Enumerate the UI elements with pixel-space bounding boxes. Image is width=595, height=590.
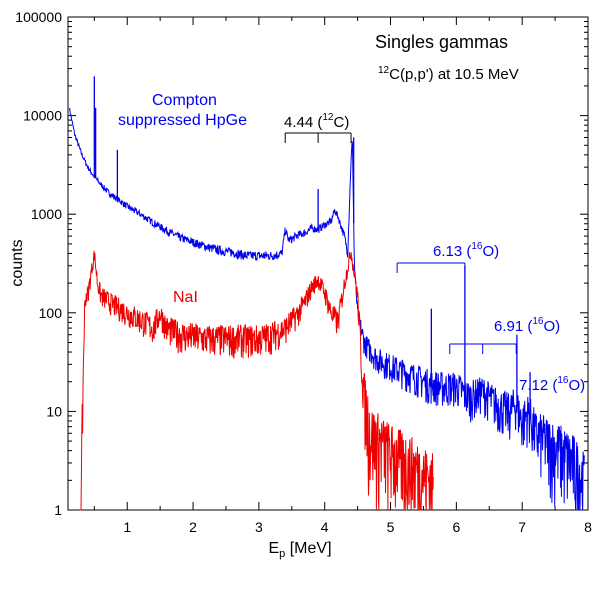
y-axis-title: counts (9, 239, 26, 286)
x-tick-label: 6 (452, 519, 460, 535)
x-tick-label: 1 (123, 519, 131, 535)
x-tick-label: 2 (189, 519, 197, 535)
y-tick-label: 100 (39, 305, 63, 321)
y-tick-label: 1 (54, 502, 62, 518)
hpge-label-line1: Compton (152, 92, 217, 109)
x-tick-label: 3 (255, 519, 263, 535)
y-tick-label: 1000 (31, 206, 62, 222)
x-tick-label: 4 (321, 519, 329, 535)
chart-title: Singles gammas (375, 32, 508, 52)
x-tick-labels: 1 2 3 4 5 6 7 8 (123, 519, 592, 535)
x-tick-label: 5 (387, 519, 395, 535)
annotation-6-91: 6.91 (16O) (494, 316, 560, 335)
annotation-7-12: 7.12 (16O) (519, 375, 585, 394)
series-layer (68, 76, 585, 511)
y-tick-label: 10 (46, 403, 62, 419)
x-tick-label: 8 (584, 519, 592, 535)
x-axis-title: Ep [MeV] (268, 540, 331, 560)
hpge-label-line2: suppressed HpGe (118, 112, 247, 129)
y-tick-label: 10000 (23, 108, 62, 124)
nai-series-line (79, 250, 434, 511)
y-tick-label: 100000 (15, 9, 62, 25)
chart-subtitle: 12C(p,p') at 10.5 MeV (378, 65, 519, 83)
y-tick-labels: 1 10 100 1000 10000 100000 (15, 9, 62, 518)
hpge-series-line (68, 108, 585, 511)
axis-ticks (68, 16, 589, 511)
annotation-6-13: 6.13 (16O) (433, 241, 499, 260)
plot-frame (67, 16, 589, 511)
annotation-4-44: 4.44 (12C) (284, 112, 349, 131)
nai-label: NaI (173, 289, 198, 306)
x-tick-label: 7 (518, 519, 526, 535)
annotation-brackets (284, 132, 517, 354)
